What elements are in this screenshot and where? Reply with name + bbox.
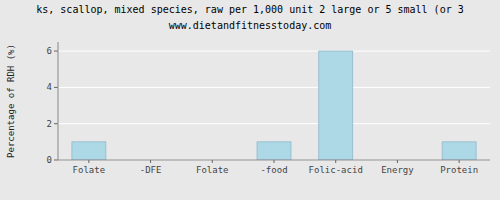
bar xyxy=(319,51,353,160)
y-tick-label: 6 xyxy=(47,46,52,56)
x-tick-label: -DFE xyxy=(140,165,162,175)
x-tick-label: -food xyxy=(260,165,287,175)
title: ks, scallop, mixed species, raw per 1,00… xyxy=(36,4,463,15)
x-tick xyxy=(397,160,398,163)
grid-line xyxy=(58,123,490,124)
y-tick xyxy=(54,160,58,161)
x-tick xyxy=(88,160,89,163)
background xyxy=(0,0,500,200)
x-tick xyxy=(150,160,151,163)
y-tick xyxy=(54,123,58,124)
x-tick-label: Protein xyxy=(440,165,478,175)
y-axis-label: Percentage of RDH (%) xyxy=(6,44,16,158)
bar xyxy=(257,142,291,160)
chart-svg: ks, scallop, mixed species, raw per 1,00… xyxy=(0,0,500,200)
x-tick xyxy=(212,160,213,163)
grid-line xyxy=(58,51,490,52)
x-tick xyxy=(274,160,275,163)
grid-line xyxy=(58,87,490,88)
y-axis xyxy=(58,42,59,160)
x-tick-label: Energy xyxy=(381,165,414,175)
x-tick xyxy=(459,160,460,163)
subtitle: www.dietandfitnesstoday.com xyxy=(169,20,332,31)
y-tick xyxy=(54,51,58,52)
bar xyxy=(72,142,106,160)
bar xyxy=(442,142,476,160)
x-tick xyxy=(335,160,336,163)
y-tick xyxy=(54,87,58,88)
x-tick-label: Folate xyxy=(73,165,106,175)
chart-container: ks, scallop, mixed species, raw per 1,00… xyxy=(0,0,500,200)
x-tick-label: Folate xyxy=(196,165,229,175)
y-tick-label: 0 xyxy=(47,155,52,165)
y-tick-label: 4 xyxy=(47,82,52,92)
y-tick-label: 2 xyxy=(47,119,52,129)
x-tick-label: Folic-acid xyxy=(309,165,363,175)
bars xyxy=(72,51,476,160)
